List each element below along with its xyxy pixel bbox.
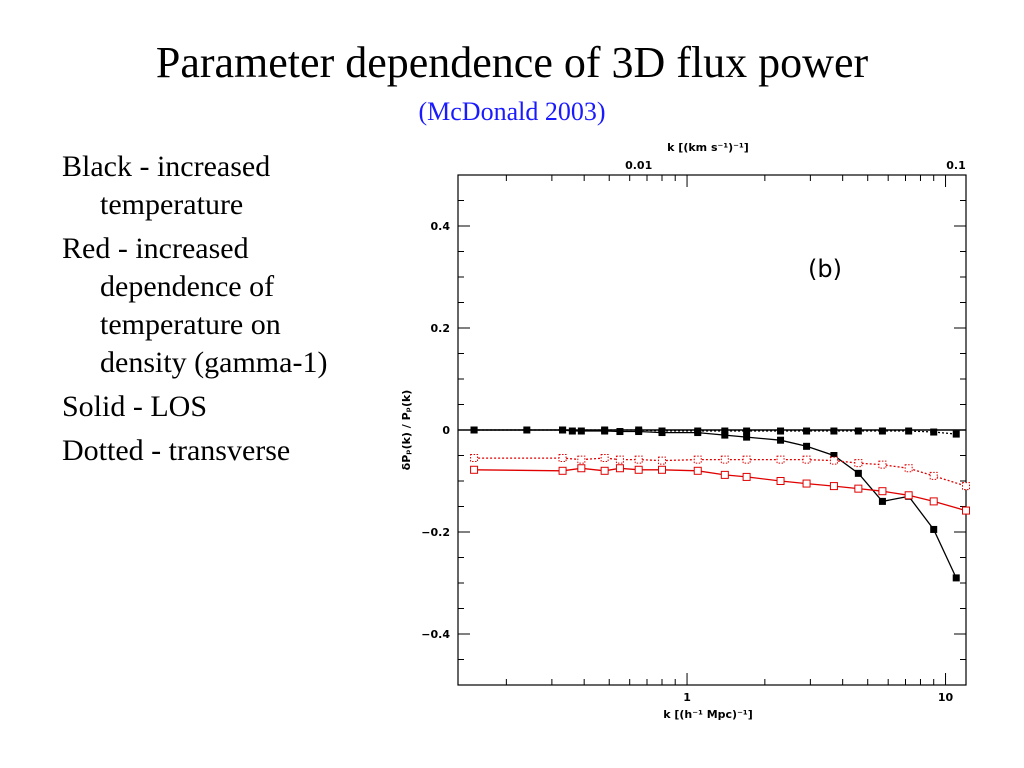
data-point xyxy=(693,466,702,475)
data-point xyxy=(830,427,838,435)
data-point xyxy=(802,479,811,488)
data-point xyxy=(658,427,666,435)
bullet-list: Black - increased temperature Red - incr… xyxy=(62,148,362,476)
series-black-dotted xyxy=(470,426,960,438)
data-point xyxy=(962,482,970,491)
series-line xyxy=(474,467,967,512)
bullet-black: Black - increased temperature xyxy=(62,150,271,221)
data-point xyxy=(577,455,586,464)
x-axis-label: k [(h⁻¹ Mpc)⁻¹] xyxy=(663,708,753,721)
data-point xyxy=(577,427,585,435)
data-point xyxy=(952,574,960,582)
data-point xyxy=(634,465,643,474)
data-point xyxy=(615,455,624,464)
x-tick-label: 10 xyxy=(938,691,954,704)
series-red-solid xyxy=(470,464,970,515)
series-black-solid xyxy=(470,426,960,582)
data-point xyxy=(720,470,729,479)
data-point xyxy=(905,427,913,435)
data-point xyxy=(600,454,609,463)
data-point xyxy=(952,430,960,438)
data-point xyxy=(878,460,887,469)
data-point xyxy=(657,456,666,465)
data-point xyxy=(854,484,863,493)
top-tick-label: 0.1 xyxy=(946,159,966,172)
data-point xyxy=(559,426,567,434)
y-axis-label: δPₚ(k) / Pₚ(k) xyxy=(400,390,413,471)
y-tick-label: 0 xyxy=(442,424,450,437)
data-point xyxy=(930,525,938,533)
data-point xyxy=(721,431,729,439)
data-point xyxy=(829,482,838,491)
series-line xyxy=(474,429,957,435)
data-point xyxy=(615,464,624,473)
data-point xyxy=(830,452,838,459)
data-point xyxy=(930,428,938,436)
flux-power-chart: 1 10 0.01 0.1 0.4 0.2 0 −0.2 −0.4 k [(km s⁻¹)⁻¹]… xyxy=(400,141,970,721)
data-point xyxy=(720,455,729,464)
data-point xyxy=(694,427,702,435)
data-point xyxy=(777,436,785,444)
data-point xyxy=(721,427,729,435)
series-red-dotted xyxy=(470,454,970,491)
data-point xyxy=(803,442,811,450)
data-point xyxy=(904,491,913,500)
y-tick-label: −0.2 xyxy=(421,526,450,539)
data-point xyxy=(635,426,643,434)
data-point xyxy=(962,506,970,515)
x-tick-label: 1 xyxy=(683,691,691,704)
data-point xyxy=(470,426,478,434)
data-point xyxy=(854,459,863,468)
data-point xyxy=(577,464,586,473)
data-point xyxy=(558,454,567,463)
y-tick-label: 0.4 xyxy=(431,220,451,233)
bullet-solid: Solid - LOS xyxy=(62,390,208,423)
data-point xyxy=(742,455,751,464)
data-point xyxy=(568,427,576,435)
data-point xyxy=(657,465,666,474)
data-point xyxy=(470,454,479,463)
slide-subtitle: (McDonald 2003) xyxy=(418,97,606,126)
data-point xyxy=(929,497,938,506)
data-point xyxy=(743,433,751,441)
data-point xyxy=(776,477,785,485)
data-point xyxy=(929,471,938,480)
data-point xyxy=(802,455,811,464)
data-point xyxy=(616,428,624,436)
data-point xyxy=(803,427,811,435)
series-layer xyxy=(470,426,970,582)
data-point xyxy=(854,469,862,477)
data-point xyxy=(558,466,567,475)
data-point xyxy=(600,466,609,475)
bullet-dotted: Dotted - transverse xyxy=(62,434,291,467)
data-point xyxy=(743,427,751,435)
data-point xyxy=(829,456,838,465)
series-line xyxy=(474,457,967,487)
data-point xyxy=(878,497,886,505)
y-tick-label: −0.4 xyxy=(421,628,450,641)
data-point xyxy=(470,465,479,474)
panel-label: (b) xyxy=(808,255,842,283)
slide-title: Parameter dependence of 3D flux power xyxy=(155,38,869,87)
bullet-red: Red - increased dependence of temperatur… xyxy=(62,232,328,379)
data-point xyxy=(854,427,862,435)
data-point xyxy=(693,455,702,464)
y-tick-label: 0.2 xyxy=(431,322,451,335)
top-tick-label: 0.01 xyxy=(625,159,652,172)
data-point xyxy=(878,427,886,435)
top-axis-label: k [(km s⁻¹)⁻¹] xyxy=(667,141,749,154)
data-point xyxy=(777,427,785,435)
data-point xyxy=(904,464,913,473)
data-point xyxy=(634,455,643,464)
data-point xyxy=(742,472,751,481)
data-point xyxy=(601,426,609,434)
data-point xyxy=(776,455,785,464)
data-point xyxy=(878,487,887,496)
